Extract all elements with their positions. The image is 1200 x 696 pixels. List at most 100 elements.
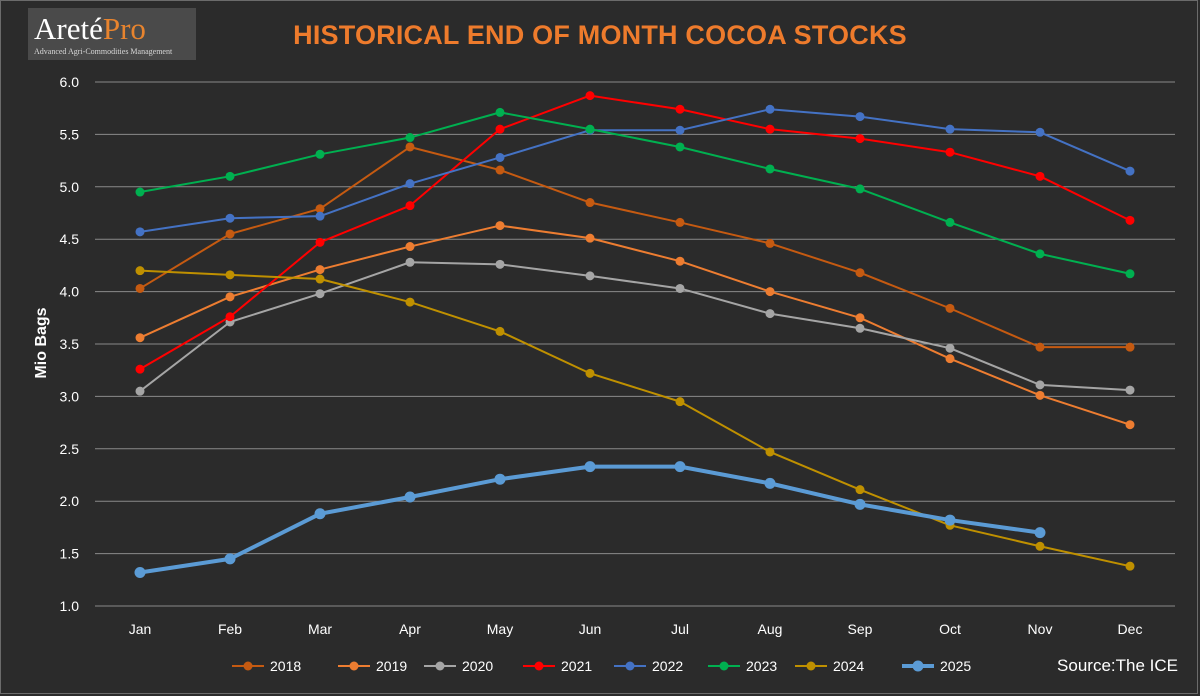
- legend-swatch-marker: [243, 661, 253, 671]
- data-point: [855, 134, 865, 144]
- data-point: [1125, 561, 1135, 571]
- data-point: [585, 233, 595, 243]
- data-point: [1125, 420, 1135, 430]
- data-point: [135, 266, 145, 276]
- data-point: [675, 283, 685, 293]
- data-point: [1125, 342, 1135, 352]
- legend-label: 2019: [376, 658, 407, 674]
- data-point: [225, 213, 235, 223]
- data-point: [675, 397, 685, 407]
- data-point: [855, 112, 865, 122]
- x-tick-label: Jun: [579, 621, 602, 637]
- data-point: [224, 553, 236, 565]
- series-2023: [135, 107, 1135, 279]
- data-point: [405, 242, 415, 252]
- data-point: [945, 124, 955, 134]
- y-tick-label: 2.0: [60, 493, 80, 509]
- data-point: [1035, 541, 1045, 551]
- series-line: [139, 145, 1130, 349]
- data-point: [135, 386, 145, 396]
- y-tick-label: 2.5: [60, 441, 80, 457]
- y-tick-label: 5.5: [60, 126, 80, 142]
- data-point: [135, 364, 145, 374]
- legend-label: 2021: [561, 658, 592, 674]
- data-point: [495, 152, 505, 162]
- data-point: [855, 268, 865, 278]
- series-line: [139, 224, 1131, 426]
- x-tick-label: Sep: [848, 621, 873, 637]
- legend-item-2018: 2018: [232, 658, 301, 674]
- data-point: [764, 477, 776, 489]
- data-point: [135, 227, 145, 237]
- series-line: [139, 108, 1131, 233]
- data-point: [585, 91, 595, 101]
- data-point: [585, 271, 595, 281]
- data-point: [315, 274, 325, 284]
- data-point: [1125, 385, 1135, 395]
- data-point: [405, 201, 415, 211]
- data-point: [1125, 215, 1135, 225]
- axis-layer: 1.0 1.5 2.0 2.5 3.0 3.5 4.0 4.5 5.0 5.5 6.0 Jan Feb M…: [60, 74, 1143, 637]
- data-point: [675, 142, 685, 152]
- data-point: [405, 297, 415, 307]
- y-tick-label: 3.0: [60, 388, 80, 404]
- x-tick-label: Oct: [939, 621, 961, 637]
- data-point: [1125, 166, 1135, 176]
- data-point: [855, 184, 865, 194]
- data-point: [675, 217, 685, 227]
- data-point: [315, 204, 325, 214]
- data-point: [495, 124, 505, 134]
- data-point: [1125, 269, 1135, 279]
- data-point: [315, 265, 325, 275]
- data-point: [945, 303, 955, 313]
- series-line: [139, 94, 1131, 371]
- data-point: [765, 104, 775, 114]
- x-tick-label: Mar: [308, 621, 332, 637]
- source-note: Source:The ICE: [1057, 656, 1178, 675]
- data-point: [315, 289, 325, 299]
- data-point: [135, 333, 145, 343]
- data-point: [675, 104, 685, 114]
- data-point: [315, 149, 325, 159]
- data-point: [404, 491, 416, 503]
- legend-swatch-marker: [806, 661, 816, 671]
- data-point: [1035, 342, 1045, 352]
- series-line: [139, 111, 1131, 275]
- legend-swatch-marker: [534, 661, 544, 671]
- data-point: [674, 461, 686, 473]
- series-2021: [135, 91, 1135, 374]
- legend-label: 2018: [270, 658, 301, 674]
- y-tick-label: 1.5: [60, 546, 80, 562]
- data-point: [495, 107, 505, 117]
- legend-item-2023: 2023: [708, 658, 777, 674]
- data-point: [944, 514, 956, 526]
- x-tick-label: May: [487, 621, 513, 637]
- data-point: [314, 508, 326, 520]
- data-point: [855, 323, 865, 333]
- y-tick-label: 4.0: [60, 284, 80, 300]
- series-2020: [135, 257, 1135, 396]
- legend-item-2025: 2025: [902, 658, 971, 674]
- series-line: [139, 261, 1131, 392]
- data-point: [1034, 527, 1046, 539]
- data-point: [225, 171, 235, 181]
- y-tick-label: 3.5: [60, 336, 80, 352]
- legend-layer: 2018 2019 2020 2021 2022 2023 2024 2025: [232, 658, 971, 674]
- data-point: [405, 142, 415, 152]
- data-point: [134, 566, 146, 578]
- legend-label: 2023: [746, 658, 777, 674]
- data-point: [494, 473, 506, 485]
- data-point: [495, 221, 505, 231]
- data-point: [765, 447, 775, 457]
- data-point: [495, 165, 505, 175]
- data-point: [1035, 380, 1045, 390]
- x-tick-label: Feb: [218, 621, 242, 637]
- x-tick-label: Aug: [758, 621, 783, 637]
- data-point: [495, 259, 505, 269]
- legend-label: 2025: [940, 658, 971, 674]
- y-axis-label: Mio Bags: [33, 307, 50, 378]
- series-line: [139, 464, 1041, 575]
- series-line: [139, 269, 1131, 568]
- y-tick-label: 5.0: [60, 179, 80, 195]
